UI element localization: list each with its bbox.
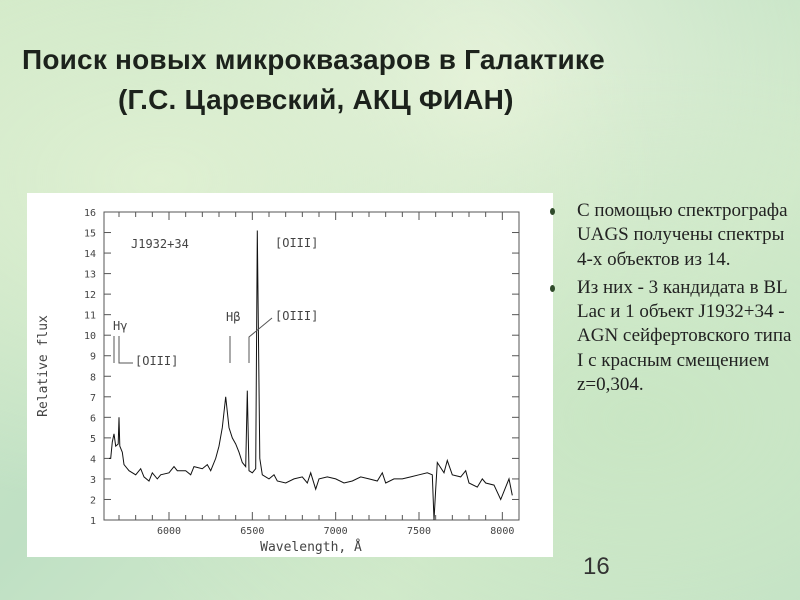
slide-title-line1: Поиск новых микроквазаров в Галактике: [22, 44, 605, 75]
bullet-icon: [550, 208, 555, 215]
y-tick-label: 4: [90, 454, 96, 465]
y-tick-label: 12: [84, 290, 96, 301]
bullet-item: С помощью спектрографа UAGS получены спе…: [548, 199, 800, 272]
bullet-list: С помощью спектрографа UAGS получены спе…: [548, 199, 800, 401]
oiii-4959-marker: [248, 317, 273, 363]
chart-title: J1932+34: [131, 237, 189, 251]
hgamma-marker: [113, 336, 133, 364]
y-tick-label: 10: [84, 331, 96, 342]
y-tick-label: 7: [90, 393, 96, 404]
x-axis-label: Wavelength, Å: [260, 539, 362, 555]
y-tick-label: 3: [90, 475, 96, 486]
y-axis-label: Relative flux: [36, 315, 51, 417]
annotation-hbeta: Hβ: [226, 310, 240, 324]
plot-frame: [103, 211, 520, 521]
annotation-markers: [113, 317, 273, 364]
y-tick-label: 14: [84, 249, 96, 260]
x-tick-label: 7000: [324, 526, 348, 537]
y-tick-label: 15: [84, 229, 96, 240]
y-tick-label: 9: [90, 352, 96, 363]
bullet-text: С помощью спектрографа UAGS получены спе…: [577, 200, 788, 270]
annotation-oiii-4363: [OIII]: [135, 354, 178, 368]
x-tick-label: 7500: [407, 526, 431, 537]
annotation-oiii-4959: [OIII]: [275, 309, 318, 323]
y-tick-label: 6: [90, 413, 96, 424]
spectrum-line: [109, 230, 513, 521]
spectrum-chart: 1 2 3 4 5 6 7 8 9 10 11 12 13 14 15 16 6000 6500 7000 7500 8…: [27, 193, 553, 557]
y-tick-label: 13: [84, 270, 96, 281]
annotation-hgamma: Hγ: [113, 319, 127, 333]
y-tick-label: 11: [84, 311, 96, 322]
x-tick-label: 6500: [240, 526, 264, 537]
bullet-icon: [550, 284, 555, 292]
y-tick-label: 2: [90, 495, 96, 506]
x-tick-label: 6000: [157, 526, 181, 537]
y-tick-label: 1: [90, 516, 96, 527]
slide-title-line2: (Г.С. Царевский, АКЦ ФИАН): [118, 84, 514, 115]
y-tick-label: 16: [84, 208, 96, 219]
y-tick-label: 5: [90, 434, 96, 445]
page-number: 16: [583, 553, 610, 580]
bullet-text: Из них - 3 кандидата в BL Lac и 1 объект…: [577, 276, 792, 396]
y-tick-label: 8: [90, 372, 96, 383]
x-tick-label: 8000: [490, 526, 514, 537]
bullet-item: Из них - 3 кандидата в BL Lac и 1 объект…: [548, 276, 800, 397]
annotation-oiii-5007: [OIII]: [275, 236, 318, 250]
